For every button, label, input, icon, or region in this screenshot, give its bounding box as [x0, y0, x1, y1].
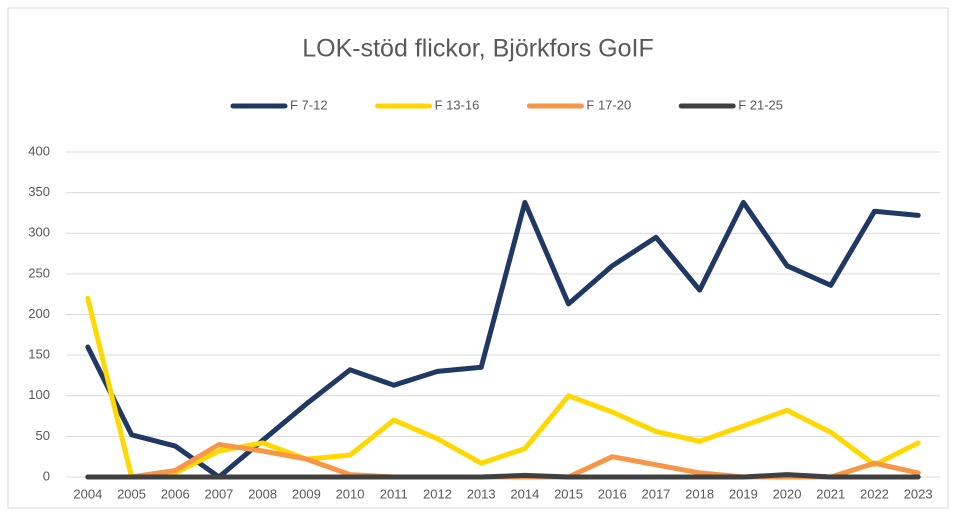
x-tick-label: 2016 — [598, 486, 627, 501]
x-tick-label: 2013 — [467, 486, 496, 501]
x-tick-label: 2010 — [336, 486, 365, 501]
y-tick-label: 250 — [28, 265, 50, 280]
legend-label: F 17-20 — [586, 97, 631, 112]
x-tick-label: 2008 — [248, 486, 277, 501]
legend-label: F 7-12 — [290, 97, 328, 112]
y-tick-label: 50 — [36, 428, 50, 443]
y-tick-label: 200 — [28, 306, 50, 321]
x-tick-label: 2006 — [161, 486, 190, 501]
y-tick-label: 300 — [28, 225, 50, 240]
y-tick-label: 150 — [28, 347, 50, 362]
x-tick-label: 2012 — [423, 486, 452, 501]
y-tick-label: 400 — [28, 143, 50, 158]
x-tick-label: 2009 — [292, 486, 321, 501]
x-tick-label: 2018 — [685, 486, 714, 501]
y-tick-label: 0 — [43, 468, 50, 483]
y-tick-label: 100 — [28, 387, 50, 402]
chart-border — [7, 7, 949, 509]
x-tick-label: 2019 — [729, 486, 758, 501]
series-line — [85, 472, 921, 480]
x-tick-label: 2020 — [773, 486, 802, 501]
x-tick-label: 2023 — [904, 486, 933, 501]
y-tick-label: 350 — [28, 184, 50, 199]
x-tick-label: 2017 — [641, 486, 670, 501]
series-line — [85, 295, 921, 480]
chart-title: LOK-stöd flickor, Björkfors GoIF — [302, 35, 654, 63]
x-tick-label: 2021 — [816, 486, 845, 501]
x-tick-label: 2005 — [117, 486, 146, 501]
series-line — [85, 199, 921, 480]
legend-label: F 13-16 — [435, 97, 480, 112]
x-tick-label: 2014 — [510, 486, 539, 501]
x-tick-label: 2011 — [380, 486, 408, 501]
legend-label: F 21-25 — [738, 97, 783, 112]
x-tick-label: 2022 — [860, 486, 889, 501]
x-tick-label: 2015 — [554, 486, 583, 501]
x-tick-label: 2004 — [73, 486, 102, 501]
x-tick-label: 2007 — [204, 486, 233, 501]
